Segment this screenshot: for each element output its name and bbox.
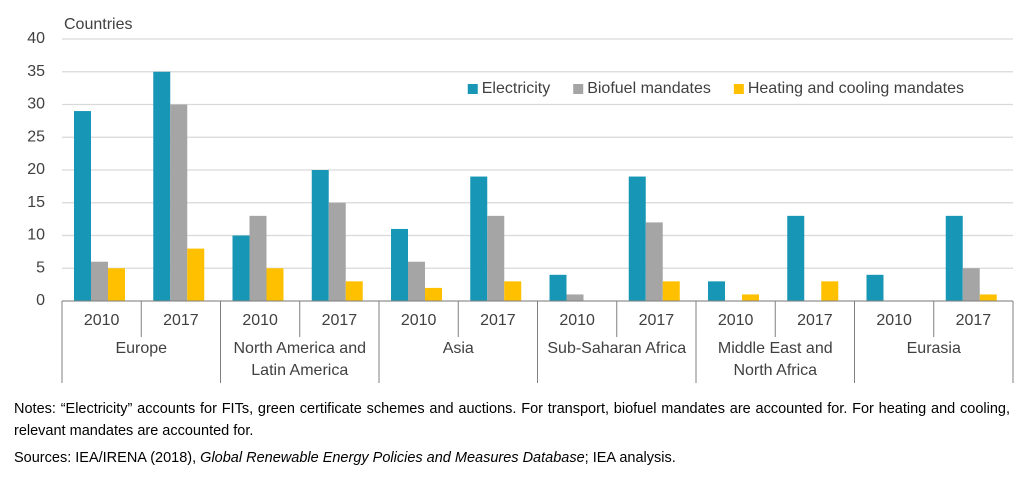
legend-swatch — [733, 84, 744, 94]
bar — [945, 215, 963, 301]
sources-text: ; IEA analysis. — [584, 450, 676, 466]
bar — [266, 268, 284, 301]
bar — [566, 294, 584, 301]
y-tick-label: 20 — [27, 161, 45, 178]
x-tick-label: 2010 — [876, 312, 912, 329]
y-axis-label: Countries — [64, 16, 132, 33]
legend-label: Heating and cooling mandates — [748, 80, 964, 97]
legend-swatch — [467, 84, 478, 94]
sources-text: Sources: IEA/IRENA (2018), — [14, 450, 201, 466]
legend-swatch — [573, 84, 584, 94]
x-tick-label: 2010 — [84, 312, 120, 329]
bar — [487, 215, 505, 301]
bar — [74, 111, 91, 301]
bar — [425, 287, 442, 301]
group-label: Middle East and North Africa — [717, 340, 833, 379]
group-label: North America and Latin America — [233, 340, 366, 379]
legend-label: Electricity — [482, 80, 550, 97]
x-tick-label: 2010 — [401, 312, 437, 329]
bar — [742, 294, 759, 301]
group-label: Sub-Saharan Africa — [547, 340, 687, 357]
group-label: Eurasia — [906, 340, 961, 357]
bar — [821, 281, 839, 301]
legend-label: Biofuel mandates — [587, 80, 711, 97]
bar — [91, 261, 108, 301]
bar — [345, 281, 363, 301]
y-tick-label: 30 — [27, 96, 45, 113]
bar — [787, 215, 805, 301]
y-tick-label: 5 — [36, 259, 45, 276]
bar — [108, 268, 125, 301]
bar — [662, 281, 680, 301]
y-tick-label: 40 — [27, 30, 45, 47]
bar — [708, 281, 725, 301]
x-tick-label: 2017 — [639, 312, 675, 329]
bar — [232, 235, 250, 301]
bar — [408, 261, 425, 301]
x-tick-label: 2017 — [163, 312, 199, 329]
bar — [549, 274, 567, 301]
bar — [504, 281, 522, 301]
bar — [866, 274, 884, 301]
bar — [645, 222, 663, 301]
bar — [170, 104, 188, 301]
notes: Notes: “Electricity” accounts for FITs, … — [14, 401, 1010, 439]
bar — [153, 71, 171, 301]
bar — [628, 176, 646, 301]
x-tick-label: 2017 — [480, 312, 516, 329]
x-tick-label: 2017 — [322, 312, 358, 329]
y-tick-label: 0 — [36, 292, 45, 309]
sources-title: Global Renewable Energy Policies and Mea… — [200, 450, 585, 466]
y-tick-label: 25 — [27, 128, 45, 145]
chart: Countries 0 5 10 15 20 25 30 35 40 2010 2017 2010 20… — [27, 16, 1014, 383]
bar — [249, 215, 267, 301]
bar — [962, 268, 980, 301]
bar — [470, 176, 488, 301]
group-label: Asia — [442, 340, 474, 357]
y-tick-label: 35 — [27, 63, 45, 80]
x-tick-label: 2017 — [956, 312, 992, 329]
x-tick-label: 2010 — [718, 312, 754, 329]
x-tick-label: 2017 — [797, 312, 833, 329]
bar — [979, 294, 997, 301]
x-tick-label: 2010 — [242, 312, 278, 329]
y-tick-label: 15 — [27, 194, 45, 211]
y-tick-label: 10 — [27, 227, 45, 244]
bar — [391, 228, 408, 301]
bar — [328, 202, 346, 301]
x-tick-label: 2010 — [559, 312, 595, 329]
bar — [311, 170, 329, 301]
sources: Sources: IEA/IRENA (2018), Global Renewa… — [14, 450, 676, 466]
group-label: Europe — [115, 340, 168, 357]
bar — [187, 248, 205, 301]
